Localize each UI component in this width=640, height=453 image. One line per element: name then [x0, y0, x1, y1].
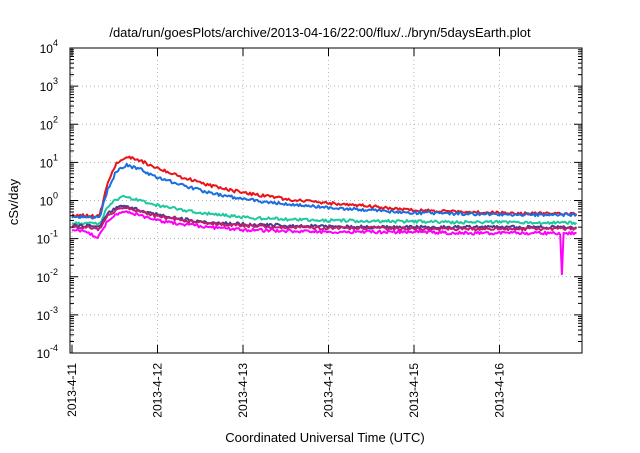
x-axis-label: Coordinated Universal Time (UTC)	[225, 430, 424, 445]
series-line-2	[71, 162, 577, 220]
x-tick-label: 2013-4-13	[236, 363, 250, 418]
series-line-3	[71, 194, 578, 226]
y-tick-label: 101	[40, 152, 58, 170]
series-group	[71, 155, 578, 276]
axis-ticks: 104 103 102 101 100 10-1 10-2 10-3 10-4 2013-4-11…	[37, 38, 582, 418]
y-tick-label: 10-4	[37, 343, 58, 361]
x-tick-label: 2013-4-14	[322, 363, 336, 418]
x-tick-label: 2013-4-16	[493, 363, 507, 418]
y-tick-label: 10-1	[37, 229, 58, 247]
x-tick-label: 2013-4-15	[407, 363, 421, 418]
series-line-6	[71, 210, 577, 276]
y-tick-label: 103	[40, 76, 58, 94]
x-tick-label: 2013-4-11	[65, 363, 79, 417]
x-tick-label: 2013-4-12	[151, 363, 165, 418]
series-line-5	[71, 206, 578, 232]
y-axis-label: cSv/day	[6, 178, 21, 225]
y-tick-label: 100	[40, 191, 58, 209]
y-tick-label: 104	[40, 38, 58, 56]
series-line-1	[71, 155, 578, 219]
chart-title: /data/run/goesPlots/archive/2013-04-16/2…	[109, 25, 531, 40]
y-tick-label: 102	[40, 114, 58, 132]
y-tick-label: 10-2	[37, 267, 58, 285]
y-tick-label: 10-3	[37, 305, 58, 323]
gridlines	[70, 48, 582, 353]
